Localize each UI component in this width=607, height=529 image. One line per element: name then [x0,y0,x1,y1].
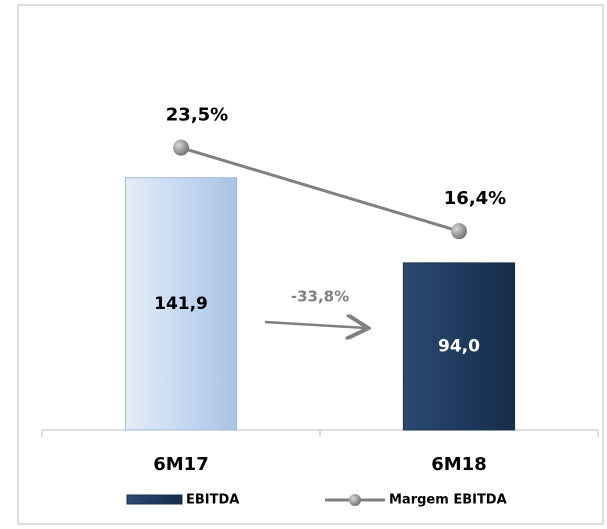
x-tick-label: 6M18 [431,454,487,475]
line-marker [451,223,467,240]
line-marker [173,139,189,156]
change-arrow [264,322,366,328]
legend-marker [349,494,361,506]
annotation: -33,8% [291,288,349,306]
line [180,146,460,233]
x-tick-label: 6M17 [153,454,209,475]
legend-label: EBITDA [186,493,239,508]
frame [17,4,604,525]
bar [402,262,516,431]
data-label: 94,0 [438,336,480,356]
data-label: 141,9 [154,294,208,314]
legend-swatch [126,494,183,505]
data-label: 16,4% [444,188,506,209]
data-label: 23,5% [166,105,228,126]
bar [124,177,238,431]
legend-label: Margem EBITDA [389,493,507,508]
